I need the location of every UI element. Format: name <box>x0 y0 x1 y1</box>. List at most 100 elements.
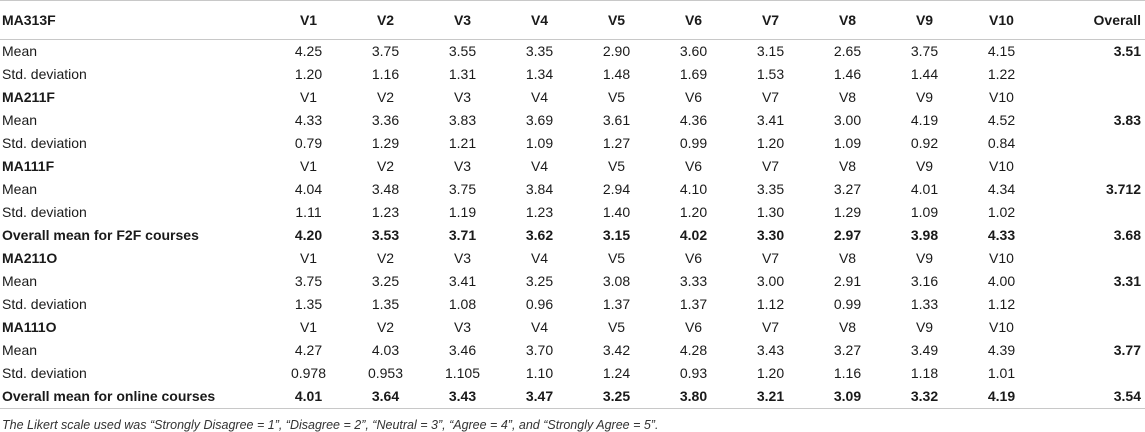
cell-v2: 3.25 <box>371 273 400 289</box>
cell-v2: 4.03 <box>371 342 400 358</box>
cell-v8: 2.91 <box>833 273 862 289</box>
header-v7: V7 <box>732 0 809 40</box>
row-label: Overall mean for online courses <box>0 385 270 409</box>
table-row: Std. deviation 1.20 1.16 1.31 1.34 1.48 1.69 1.… <box>0 63 1145 86</box>
cell-v7: 3.15 <box>756 43 785 59</box>
cell-v5: V5 <box>607 319 626 335</box>
cell-v3: V3 <box>453 250 472 266</box>
cell-v3: 1.19 <box>448 204 477 220</box>
table-row: Mean 4.27 4.03 3.46 3.70 3.42 4.28 3.43 3.27 3.49… <box>0 339 1145 362</box>
cell-v3: 3.46 <box>448 342 477 358</box>
cell-v9: 3.49 <box>910 342 939 358</box>
row-label: MA111O <box>2 319 57 335</box>
header-v8: V8 <box>809 0 886 40</box>
cell-v10: 1.12 <box>987 296 1016 312</box>
cell-v10: 1.01 <box>987 365 1016 381</box>
cell-v4: V4 <box>530 89 549 105</box>
cell-v8: 2.97 <box>833 227 862 243</box>
header-overall: Overall <box>1040 0 1145 40</box>
cell-v4: 0.96 <box>525 296 554 312</box>
cell-v10: 4.19 <box>963 385 1040 409</box>
header-v1: V1 <box>270 0 347 40</box>
cell-v5: 1.24 <box>602 365 631 381</box>
cell-v6: 4.02 <box>679 227 708 243</box>
cell-v4: V4 <box>530 250 549 266</box>
cell-v7: 3.35 <box>756 181 785 197</box>
cell-v2: V2 <box>376 319 395 335</box>
cell-v7: 1.20 <box>756 365 785 381</box>
cell-overall <box>1040 293 1145 316</box>
row-label: Mean <box>2 43 38 59</box>
cell-v4: 1.34 <box>525 66 554 82</box>
cell-overall <box>1040 155 1145 178</box>
row-label: Std. deviation <box>2 296 87 312</box>
header-v6: V6 <box>655 0 732 40</box>
cell-v1: 4.25 <box>294 43 323 59</box>
header-v10: V10 <box>963 0 1040 40</box>
cell-v6: 4.10 <box>679 181 708 197</box>
cell-v10: V10 <box>989 250 1014 266</box>
cell-v9: 1.33 <box>910 296 939 312</box>
cell-v3: 3.75 <box>448 181 477 197</box>
header-row: MA313F V1 V2 V3 V4 V5 V6 V7 V8 V9 V10 Overall <box>0 0 1145 40</box>
cell-v7: 1.53 <box>756 66 785 82</box>
header-v9: V9 <box>886 0 963 40</box>
cell-v8: 3.00 <box>833 112 862 128</box>
cell-v1: V1 <box>299 158 318 174</box>
cell-v6: 3.33 <box>679 273 708 289</box>
cell-v7: 1.12 <box>756 296 785 312</box>
table-row: Mean 3.75 3.25 3.41 3.25 3.08 3.33 3.00 2.91 3.16… <box>0 270 1145 293</box>
row-label: Mean <box>2 181 38 197</box>
cell-v2: 3.75 <box>371 43 400 59</box>
cell-v8: 1.16 <box>833 365 862 381</box>
cell-v1: V1 <box>299 89 318 105</box>
cell-v6: 3.60 <box>679 43 708 59</box>
cell-v8: 3.09 <box>809 385 886 409</box>
cell-v2: 1.16 <box>371 66 400 82</box>
cell-overall <box>1040 132 1145 155</box>
row-label: Std. deviation <box>2 66 87 82</box>
row-label: Overall mean for F2F courses <box>2 227 199 243</box>
cell-v10: 1.22 <box>987 66 1016 82</box>
cell-v5: 3.08 <box>602 273 631 289</box>
cell-v5: 1.37 <box>602 296 631 312</box>
table-row: Overall mean for F2F courses 4.20 3.53 3.71… <box>0 224 1145 247</box>
cell-v9: 0.92 <box>910 135 939 151</box>
cell-v6: V6 <box>684 250 703 266</box>
cell-v1: 0.79 <box>294 135 323 151</box>
table-row: Std. deviation 1.35 1.35 1.08 0.96 1.37 1.37 1.… <box>0 293 1145 316</box>
cell-v7: 3.30 <box>756 227 785 243</box>
cell-v4: 3.84 <box>525 181 554 197</box>
cell-v9: V9 <box>915 158 934 174</box>
cell-v2: 3.48 <box>371 181 400 197</box>
cell-v9: V9 <box>915 250 934 266</box>
cell-v4: 1.10 <box>525 365 554 381</box>
cell-v7: V7 <box>761 250 780 266</box>
cell-v5: 3.42 <box>602 342 631 358</box>
cell-v8: V8 <box>838 89 857 105</box>
cell-v8: 1.09 <box>833 135 862 151</box>
cell-v1: 1.35 <box>294 296 323 312</box>
cell-v9: 1.09 <box>910 204 939 220</box>
cell-v7: 3.21 <box>732 385 809 409</box>
header-course-label: MA313F <box>0 0 270 40</box>
cell-v9: 1.18 <box>910 365 939 381</box>
cell-v8: 2.65 <box>833 43 862 59</box>
cell-v9: 3.98 <box>910 227 939 243</box>
cell-v10: V10 <box>989 89 1014 105</box>
cell-v6: 0.93 <box>679 365 708 381</box>
cell-v2: V2 <box>376 250 395 266</box>
table-row: MA111O V1 V2 V3 V4 V5 V6 V7 V8 V9 V10 <box>0 316 1145 339</box>
cell-v9: V9 <box>915 319 934 335</box>
row-label: Mean <box>2 342 38 358</box>
cell-v3: V3 <box>453 158 472 174</box>
cell-v7: V7 <box>761 319 780 335</box>
cell-v10: 1.02 <box>987 204 1016 220</box>
cell-v1: 4.20 <box>294 227 323 243</box>
cell-v3: 1.08 <box>448 296 477 312</box>
row-label: Mean <box>2 112 38 128</box>
cell-v9: 3.32 <box>886 385 963 409</box>
cell-overall: 3.31 <box>1113 273 1141 289</box>
cell-overall <box>1040 316 1145 339</box>
cell-v5: 3.61 <box>602 112 631 128</box>
